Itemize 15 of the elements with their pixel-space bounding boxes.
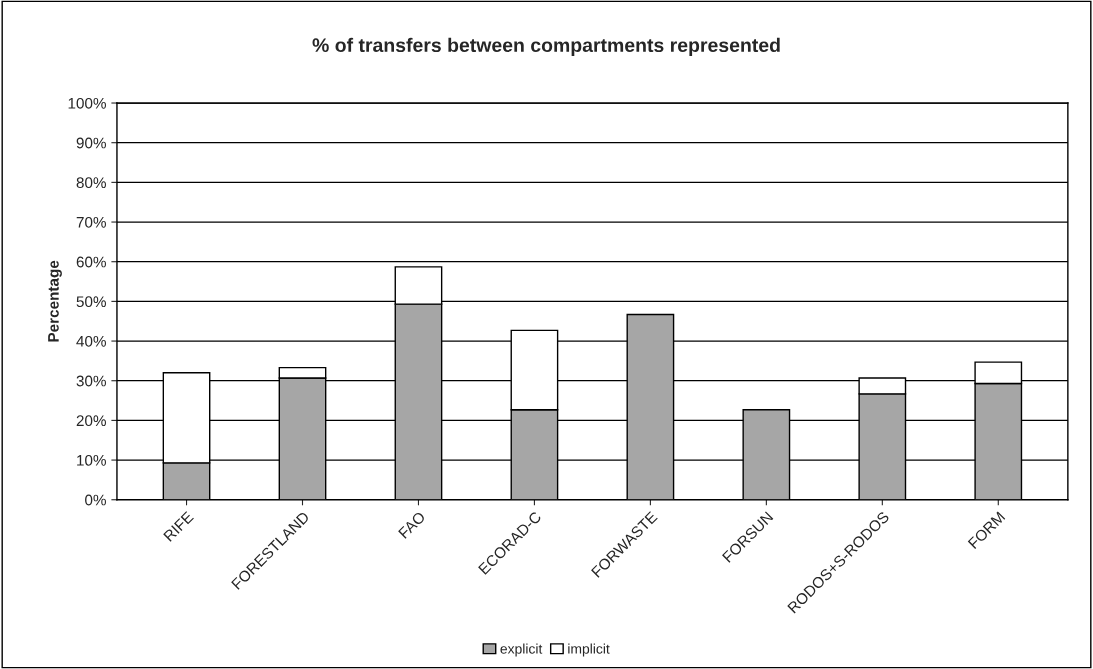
y-tick-label: 60% bbox=[76, 256, 106, 268]
y-tick-label: 20% bbox=[76, 415, 106, 427]
legend-label: explicit bbox=[500, 643, 543, 657]
legend-label: implicit bbox=[568, 643, 610, 657]
chart-title: % of transfers between compartments represented bbox=[312, 37, 780, 56]
y-tick-label: 0% bbox=[85, 494, 106, 506]
y-tick-label: 90% bbox=[76, 137, 106, 149]
y-tick-label: 10% bbox=[77, 454, 106, 466]
y-tick-label: 70% bbox=[76, 216, 106, 228]
y-tick-label: 40% bbox=[76, 335, 106, 347]
y-axis-title: Percentage bbox=[48, 260, 62, 342]
y-tick-label: 30% bbox=[76, 375, 106, 387]
y-tick-label: 80% bbox=[76, 177, 106, 189]
y-tick-label: 100% bbox=[68, 97, 106, 109]
y-tick-label: 50% bbox=[76, 296, 106, 308]
